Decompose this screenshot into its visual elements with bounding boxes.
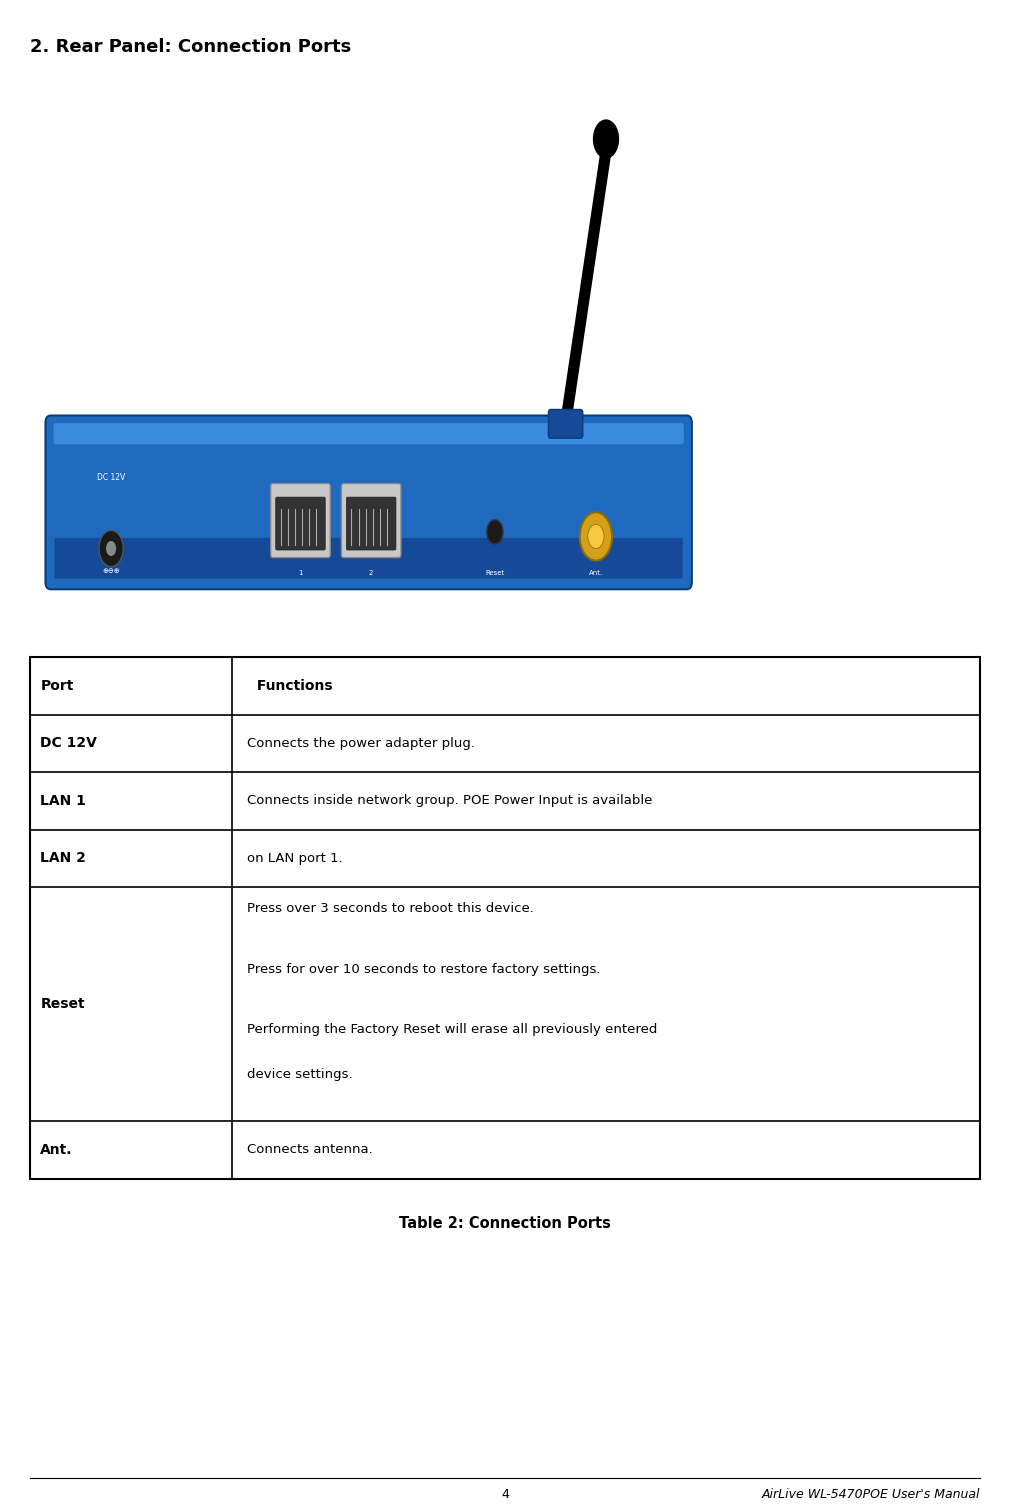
Text: LAN 2: LAN 2 [40,851,86,866]
Text: Table 2: Connection Ports: Table 2: Connection Ports [399,1216,611,1231]
Text: AirLive WL-5470POE User's Manual: AirLive WL-5470POE User's Manual [762,1488,980,1502]
FancyBboxPatch shape [548,409,583,438]
Text: 2. Rear Panel: Connection Ports: 2. Rear Panel: Connection Ports [30,38,351,56]
FancyBboxPatch shape [45,416,692,589]
FancyBboxPatch shape [271,484,330,558]
Text: Connects the power adapter plug.: Connects the power adapter plug. [247,737,476,749]
Text: device settings.: device settings. [247,1068,354,1082]
Text: Press over 3 seconds to reboot this device.: Press over 3 seconds to reboot this devi… [247,902,534,916]
Text: Press for over 10 seconds to restore factory settings.: Press for over 10 seconds to restore fac… [247,963,601,976]
Text: DC 12V: DC 12V [40,736,97,751]
Text: 1: 1 [298,570,303,576]
Circle shape [580,512,612,561]
FancyBboxPatch shape [341,484,401,558]
Circle shape [487,520,503,544]
Text: Performing the Factory Reset will erase all previously entered: Performing the Factory Reset will erase … [247,1023,658,1037]
Text: Reset: Reset [40,997,85,1011]
FancyBboxPatch shape [55,538,683,579]
Text: Port: Port [40,678,74,694]
FancyBboxPatch shape [54,423,684,444]
Text: Connects antenna.: Connects antenna. [247,1144,374,1156]
Circle shape [593,119,619,159]
Circle shape [106,541,116,556]
FancyBboxPatch shape [276,497,325,550]
Text: Reset: Reset [485,570,505,576]
Text: 4: 4 [501,1488,509,1502]
Text: on LAN port 1.: on LAN port 1. [247,852,343,864]
Text: Ant.: Ant. [40,1142,73,1157]
Bar [30,657,980,1179]
FancyBboxPatch shape [346,497,396,550]
Text: 2: 2 [369,570,374,576]
Text: Ant.: Ant. [589,570,603,576]
Text: Connects inside network group. POE Power Input is available: Connects inside network group. POE Power… [247,795,652,807]
Text: Functions: Functions [252,678,333,694]
Text: ⊕⊖⊕: ⊕⊖⊕ [102,568,120,574]
Text: DC 12V: DC 12V [97,473,125,482]
Text: LAN 1: LAN 1 [40,793,86,808]
Circle shape [99,530,123,567]
Circle shape [588,524,604,548]
